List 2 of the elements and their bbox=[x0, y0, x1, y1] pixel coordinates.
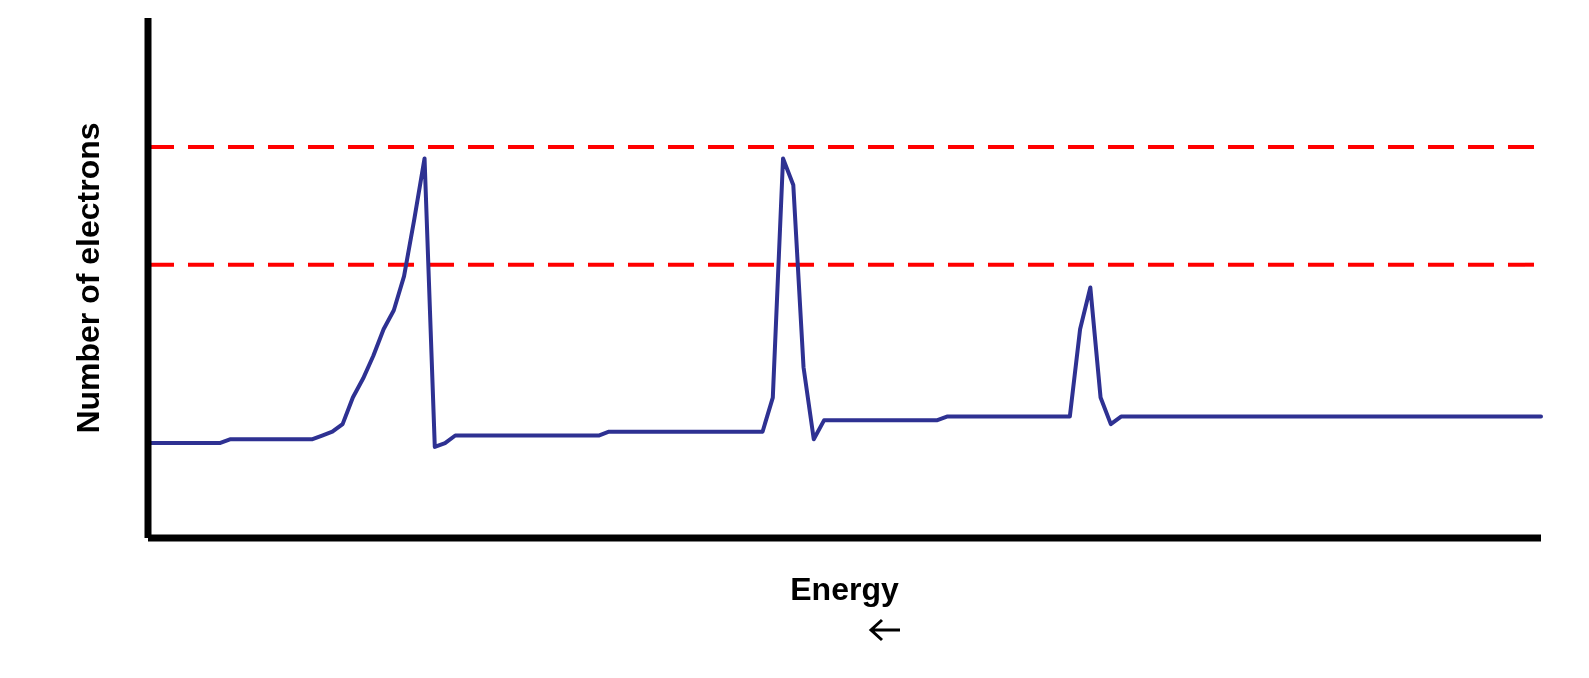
x-axis-title: Energy bbox=[790, 571, 899, 607]
y-axis-title: Number of electrons bbox=[70, 122, 107, 434]
